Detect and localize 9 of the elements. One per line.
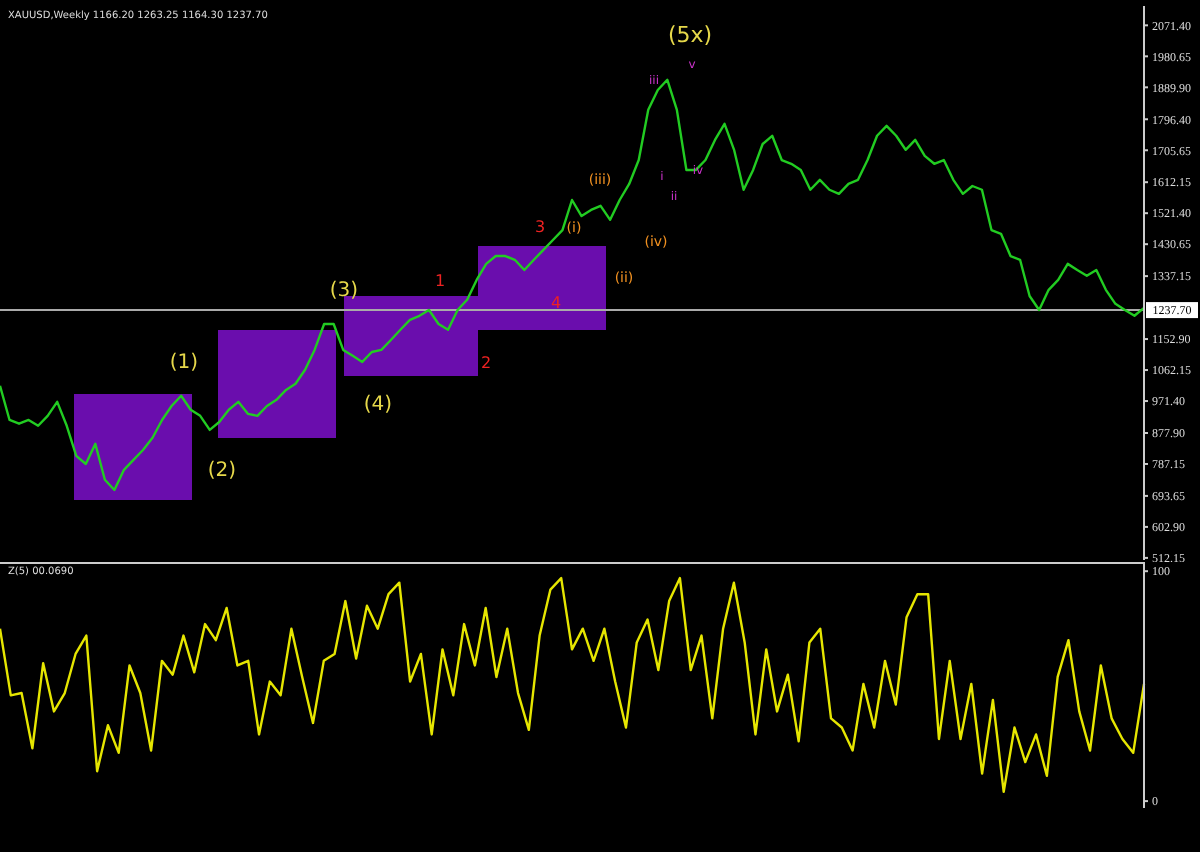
annotation: (5x)	[665, 22, 715, 50]
line-series	[0, 576, 1146, 794]
annotation: 4	[548, 294, 564, 314]
annotation: (1)	[167, 352, 201, 376]
annotation: 2	[478, 354, 494, 374]
annotation: (4)	[361, 394, 395, 418]
annotation: 1	[432, 272, 448, 292]
annotation: (2)	[205, 460, 239, 484]
annotation: (3)	[327, 280, 361, 304]
